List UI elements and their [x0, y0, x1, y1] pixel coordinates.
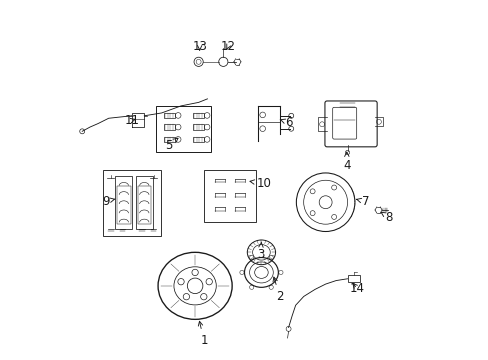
Text: 11: 11	[125, 113, 140, 126]
Bar	[117, 186, 130, 224]
Text: 2: 2	[272, 277, 283, 303]
Bar	[347, 275, 360, 282]
Text: 14: 14	[349, 282, 364, 295]
Bar	[204, 170, 256, 222]
Text: 10: 10	[249, 177, 271, 190]
Bar	[136, 176, 152, 229]
Bar	[103, 170, 161, 235]
Text: 5: 5	[164, 138, 178, 152]
Text: 3: 3	[256, 242, 264, 261]
Text: 7: 7	[356, 195, 369, 208]
Text: 12: 12	[220, 40, 235, 53]
Bar	[193, 136, 204, 142]
Bar	[164, 113, 175, 118]
Bar	[115, 176, 132, 229]
Text: 13: 13	[192, 40, 207, 53]
Bar	[156, 106, 211, 152]
Bar	[137, 186, 151, 224]
Text: 8: 8	[380, 211, 391, 224]
Bar	[193, 124, 204, 130]
Text: 4: 4	[343, 152, 350, 172]
Bar	[164, 124, 175, 130]
Bar	[164, 136, 175, 142]
Text: 1: 1	[198, 321, 207, 347]
Text: 9: 9	[102, 195, 115, 208]
Bar	[193, 113, 204, 118]
Text: 6: 6	[280, 116, 292, 129]
